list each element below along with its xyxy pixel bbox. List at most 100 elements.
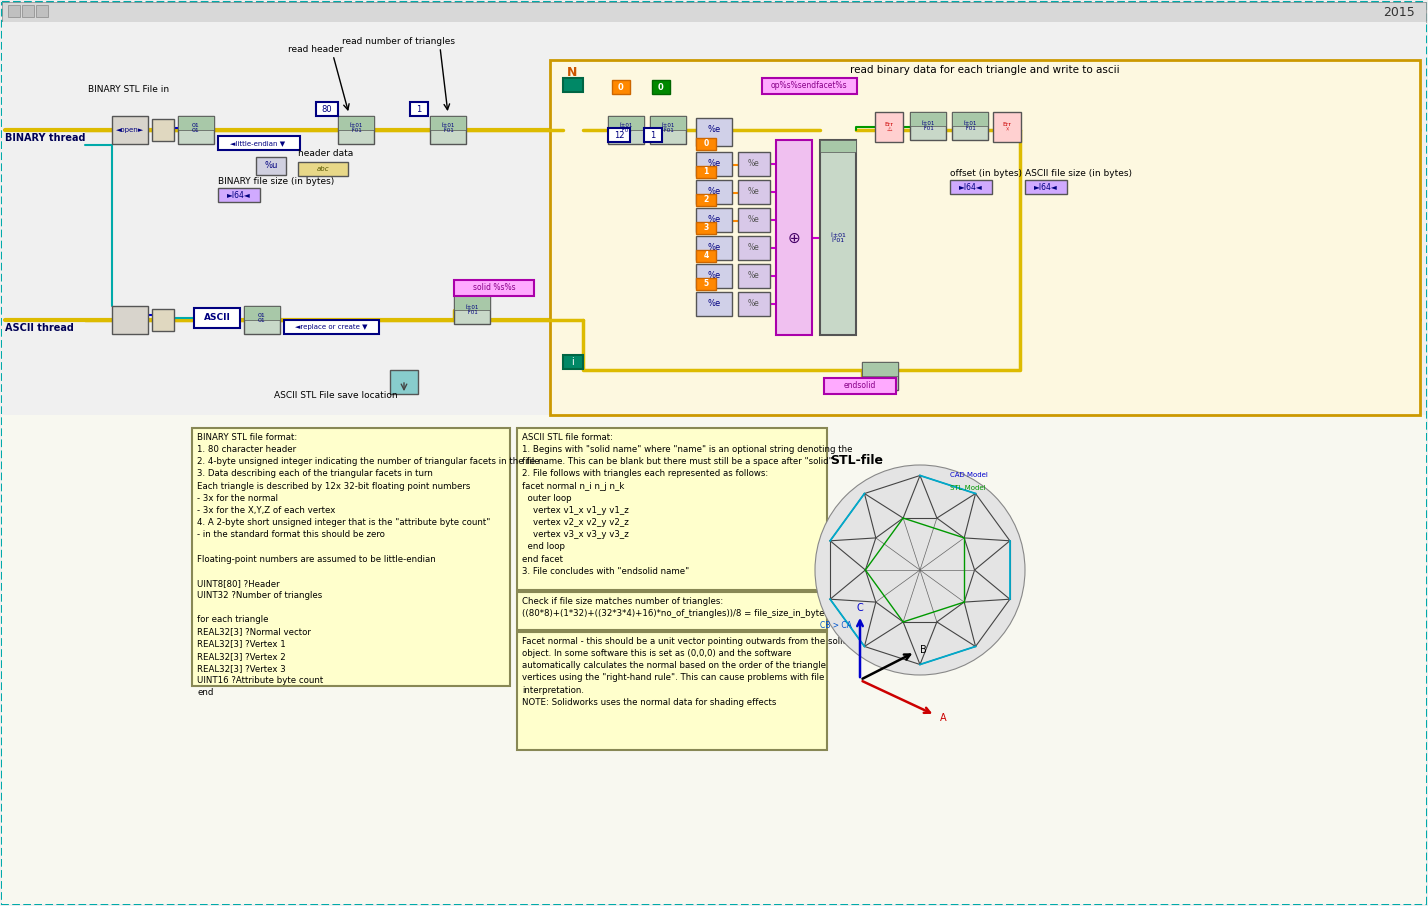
Bar [338, 116, 374, 130]
Text: %e: %e [707, 216, 721, 225]
Bar [151, 119, 174, 141]
Bar [194, 308, 240, 328]
Bar [563, 355, 583, 369]
Bar [950, 180, 992, 194]
Text: ◄replace or create ▼: ◄replace or create ▼ [294, 324, 367, 330]
Text: 1: 1 [417, 104, 421, 113]
Text: %e: %e [707, 244, 721, 253]
Bar [824, 378, 895, 394]
Text: Err
☓: Err ☓ [1002, 121, 1011, 132]
Text: C: C [857, 603, 864, 613]
Bar [1025, 180, 1067, 194]
Bar [738, 152, 770, 176]
Text: ►I64◄: ►I64◄ [1034, 182, 1058, 191]
Text: Î±01
Î²01: Î±01 Î²01 [441, 122, 454, 133]
Text: 01
01: 01 01 [258, 313, 266, 323]
Bar [738, 208, 770, 232]
Bar [21, 5, 34, 17]
Text: read binary data for each triangle and write to ascii: read binary data for each triangle and w… [850, 65, 1120, 75]
Bar [517, 592, 827, 630]
Text: 4: 4 [704, 252, 708, 261]
Bar [218, 188, 260, 202]
Bar [738, 292, 770, 316]
Text: ASCII thread: ASCII thread [6, 323, 74, 333]
Bar [178, 116, 214, 144]
Text: ASCII file size (in bytes): ASCII file size (in bytes) [1025, 169, 1132, 178]
Bar [608, 116, 644, 144]
Text: %e: %e [707, 272, 721, 281]
Text: 12: 12 [614, 130, 624, 140]
Bar [517, 428, 827, 590]
Text: B: B [920, 645, 927, 655]
Text: 1: 1 [650, 130, 655, 140]
Bar [36, 5, 49, 17]
Text: %u: %u [264, 161, 277, 170]
Bar [952, 112, 988, 126]
Bar [695, 138, 715, 150]
Bar [298, 162, 348, 176]
Text: BINARY STL file format:
1. 80 character header
2. 4-byte unsigned integer indica: BINARY STL file format: 1. 80 character … [197, 433, 540, 697]
Bar [244, 306, 280, 334]
Bar [992, 112, 1021, 142]
Bar [650, 116, 685, 130]
Text: ASCII STL file format:
1. Begins with "solid name" where "name" is an optional s: ASCII STL file format: 1. Begins with "s… [523, 433, 853, 575]
Bar [653, 80, 670, 94]
Text: Err
⚠: Err ⚠ [884, 121, 894, 132]
Text: ◄open►: ◄open► [116, 127, 144, 133]
Text: %e: %e [748, 300, 760, 309]
Text: 80: 80 [321, 104, 333, 113]
Text: %e: %e [748, 159, 760, 169]
Bar [191, 428, 510, 686]
Bar [430, 116, 466, 144]
Bar [695, 180, 733, 204]
Bar [875, 112, 902, 142]
Text: %e: %e [707, 188, 721, 197]
Bar [550, 60, 1419, 415]
Bar [1, 2, 1427, 22]
Bar [284, 320, 378, 334]
Bar [820, 140, 855, 152]
Bar [218, 136, 300, 150]
Text: Î±01
Î²01: Î±01 Î²01 [661, 122, 674, 133]
Text: Î±01
Î²01: Î±01 Î²01 [921, 120, 935, 131]
Text: Î±01
Î²01: Î±01 Î²01 [964, 120, 977, 131]
Text: 01
01: 01 01 [193, 122, 200, 133]
Bar [111, 306, 149, 334]
Bar [695, 278, 715, 290]
Bar [695, 250, 715, 262]
Text: abc: abc [317, 166, 330, 172]
Text: N: N [567, 65, 577, 79]
Bar [910, 112, 945, 126]
Bar [952, 112, 988, 140]
Text: read header: read header [288, 45, 344, 54]
Text: %e: %e [707, 159, 721, 169]
Bar [256, 157, 286, 175]
Text: ⊕: ⊕ [788, 230, 800, 246]
Text: %e: %e [707, 126, 721, 134]
Text: ASCII: ASCII [204, 313, 230, 323]
Bar [151, 309, 174, 331]
Text: solid %s%s: solid %s%s [473, 284, 516, 293]
Bar [910, 112, 945, 140]
Bar [695, 292, 733, 316]
Text: STL-file: STL-file [830, 454, 883, 467]
Text: offset (in bytes): offset (in bytes) [950, 169, 1022, 178]
Text: op%s%sendfacet%s: op%s%sendfacet%s [771, 82, 847, 91]
Bar [244, 306, 280, 320]
Text: Facet normal - this should be a unit vector pointing outwards from the solid
obj: Facet normal - this should be a unit vec… [523, 637, 848, 707]
Bar [695, 222, 715, 234]
Text: endsolid: endsolid [844, 381, 877, 390]
Text: 0: 0 [618, 82, 624, 92]
Text: %e: %e [748, 188, 760, 197]
Bar [695, 264, 733, 288]
Text: %e: %e [748, 244, 760, 253]
Text: A: A [940, 713, 947, 723]
Bar [454, 296, 490, 324]
Text: ►I64◄: ►I64◄ [227, 190, 251, 199]
Bar [863, 362, 898, 376]
Bar [738, 180, 770, 204]
Bar [430, 116, 466, 130]
Bar [644, 128, 663, 142]
Bar [613, 80, 630, 94]
Text: ►I64◄: ►I64◄ [960, 182, 982, 191]
